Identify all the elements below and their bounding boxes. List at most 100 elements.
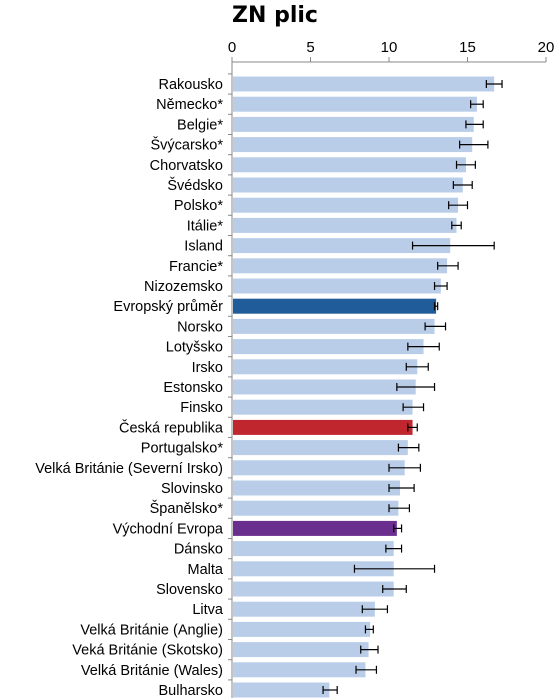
error-bar (470, 100, 484, 109)
error-bar (396, 383, 436, 391)
category-labels: Rakousko Německo* Belgie* Švýcarsko* Chorvat… (35, 77, 224, 699)
bar (233, 258, 448, 274)
category-label: Lotyšsko (166, 340, 223, 356)
category-label: Východní Evropa (113, 521, 224, 537)
category-label: Evropský průměr (113, 299, 223, 315)
error-bar (382, 585, 407, 593)
category-label: Španělsko* (150, 500, 224, 517)
category-label: Rakousko (159, 77, 223, 93)
bar (233, 460, 405, 476)
error-bar (411, 241, 495, 250)
error-bar (433, 282, 448, 290)
bar (233, 318, 435, 334)
error-bar (385, 544, 403, 553)
bar (233, 419, 413, 435)
error-bar (364, 625, 374, 634)
bar (233, 197, 459, 213)
error-bar (455, 160, 476, 169)
category-label: Dánsko (174, 542, 223, 558)
category-label: Norsko (177, 319, 223, 335)
category-label: Finsko (180, 400, 223, 416)
x-axis: 0 5 10 15 20 (228, 39, 555, 698)
bar (233, 238, 451, 254)
category-label: Itálie* (187, 218, 224, 234)
bar (233, 339, 424, 355)
error-bar (452, 181, 473, 189)
category-label: Švýcarsko* (150, 137, 223, 154)
category-label: Chorvatsko (150, 158, 223, 174)
x-tick-label: 15 (459, 39, 476, 56)
category-label: Velká Británie (Wales) (81, 663, 223, 679)
bar (233, 137, 473, 153)
error-bar (393, 524, 403, 533)
bar (233, 379, 416, 395)
category-label: Litva (192, 602, 224, 618)
category-label: Polsko* (174, 198, 224, 214)
x-tick-label: 10 (381, 39, 398, 56)
category-label: Nizozemsko (144, 279, 223, 295)
error-bar (360, 645, 379, 654)
error-bar (397, 443, 420, 452)
bar (233, 440, 408, 456)
bars (233, 76, 503, 698)
x-tick-label: 20 (538, 39, 555, 56)
category-label: Slovinsko (161, 481, 223, 497)
category-label: Německo* (156, 97, 223, 113)
x-tick-label: 5 (306, 39, 314, 56)
bar (233, 581, 394, 597)
bar (233, 76, 495, 92)
bar (233, 541, 394, 557)
error-bar (355, 665, 378, 674)
category-label: Irsko (192, 360, 223, 376)
category-label: Švédsko (167, 177, 223, 194)
bar (233, 682, 330, 698)
bar (233, 217, 457, 233)
error-bar (388, 504, 411, 513)
bar (233, 157, 466, 173)
error-bar (402, 403, 425, 412)
error-bar (465, 120, 484, 129)
bar (233, 480, 400, 496)
chart-title: ZN plic (232, 3, 318, 28)
error-bar (451, 221, 462, 230)
bar (233, 359, 418, 375)
error-bar (433, 302, 439, 311)
category-label: Estonsko (163, 380, 223, 396)
bar (233, 500, 399, 516)
error-bar (437, 261, 459, 270)
bar (233, 520, 397, 536)
error-bar (388, 484, 415, 492)
bar (233, 96, 477, 112)
category-label: Velká Británie (Anglie) (80, 622, 223, 638)
error-bar (448, 201, 469, 210)
category-label: Slovensko (156, 582, 223, 598)
category-label: Bulharsko (159, 683, 223, 699)
bar (233, 621, 371, 637)
error-bar (322, 686, 338, 694)
error-bar (353, 564, 436, 573)
category-label: Francie* (169, 259, 223, 275)
bar (233, 601, 375, 617)
category-label: Česká republika (119, 419, 224, 436)
category-label: Veká Británie (Skotsko) (72, 643, 223, 659)
category-label: Island (184, 239, 223, 255)
error-bar (361, 605, 389, 614)
category-label: Velká Británie (Severní Irsko) (35, 461, 223, 477)
bar (233, 177, 463, 193)
error-bar (459, 140, 489, 149)
bar (233, 662, 366, 678)
error-bar (407, 423, 418, 432)
category-label: Portugalsko* (141, 441, 224, 457)
x-tick-label: 0 (228, 39, 236, 56)
bar (233, 116, 474, 132)
bar (233, 561, 394, 577)
bar (233, 298, 437, 314)
bar (233, 399, 413, 415)
error-bar (407, 342, 440, 351)
bar (233, 278, 441, 294)
error-bar (424, 322, 447, 331)
category-label: Malta (188, 562, 224, 578)
bar (233, 642, 369, 658)
error-bar (485, 80, 503, 88)
